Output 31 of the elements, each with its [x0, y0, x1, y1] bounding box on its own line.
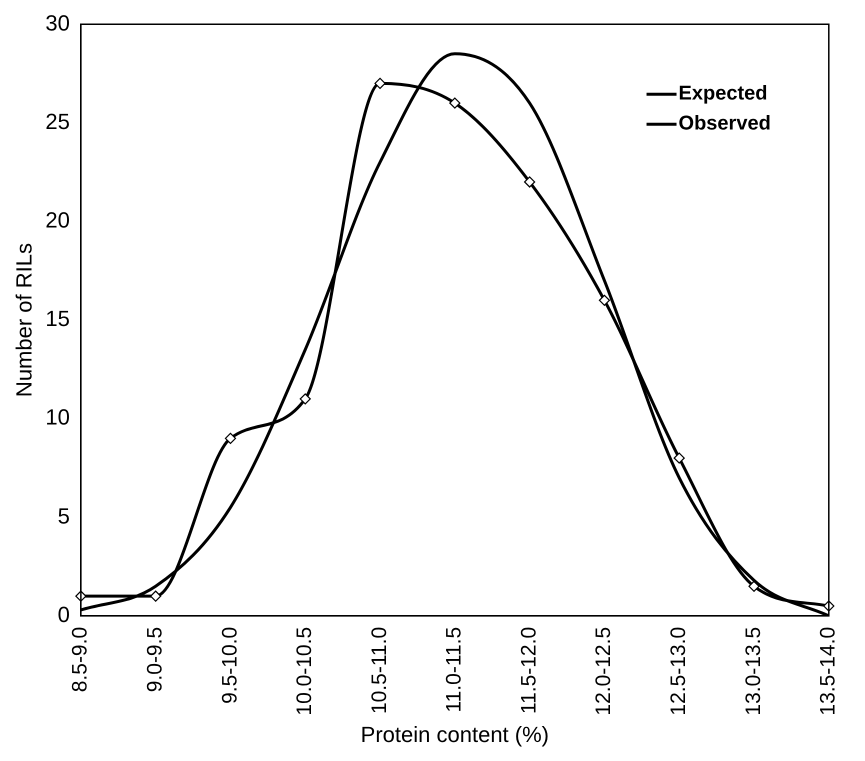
x-tick-label: 11.0-11.5	[442, 626, 466, 712]
point	[748, 580, 760, 592]
point	[374, 78, 386, 89]
y-tick-label: 20	[45, 207, 70, 232]
y-tick-label: 25	[45, 108, 70, 134]
x-axis-title: Protein content (%)	[360, 722, 549, 747]
point	[449, 97, 460, 109]
point	[524, 176, 536, 188]
x-tick-label: 12.5-13.0	[667, 626, 690, 716]
y-tick-label: 30	[45, 10, 70, 36]
x-tick-label: 13.0-13.5	[742, 626, 765, 716]
y-tick-label: 10	[45, 404, 70, 430]
x-tick-label: 8.5-9.0	[68, 626, 92, 692]
y-tick-label: 5	[58, 503, 70, 528]
point	[224, 432, 236, 444]
point	[598, 294, 610, 306]
y-tick-label: 0	[58, 602, 70, 627]
y-tick-label: 15	[45, 306, 70, 332]
legend-label: Expected	[678, 82, 768, 105]
point	[674, 452, 685, 464]
x-tick-label: 12.0-12.5	[592, 626, 616, 716]
x-tick-label: 10.0-10.5	[293, 626, 316, 716]
x-tick-label: 11.5-12.0	[517, 626, 540, 714]
x-tick-label: 9.0-9.5	[143, 626, 166, 692]
x-tick-label: 10.5-11.0	[368, 626, 391, 714]
y-axis-title: Number of RILs	[11, 243, 36, 398]
legend-label: Observed	[678, 112, 771, 135]
x-tick-label: 13.5-14.0	[816, 626, 840, 716]
point	[150, 590, 162, 602]
point	[300, 393, 311, 405]
x-tick-label: 9.5-10.0	[218, 626, 242, 704]
